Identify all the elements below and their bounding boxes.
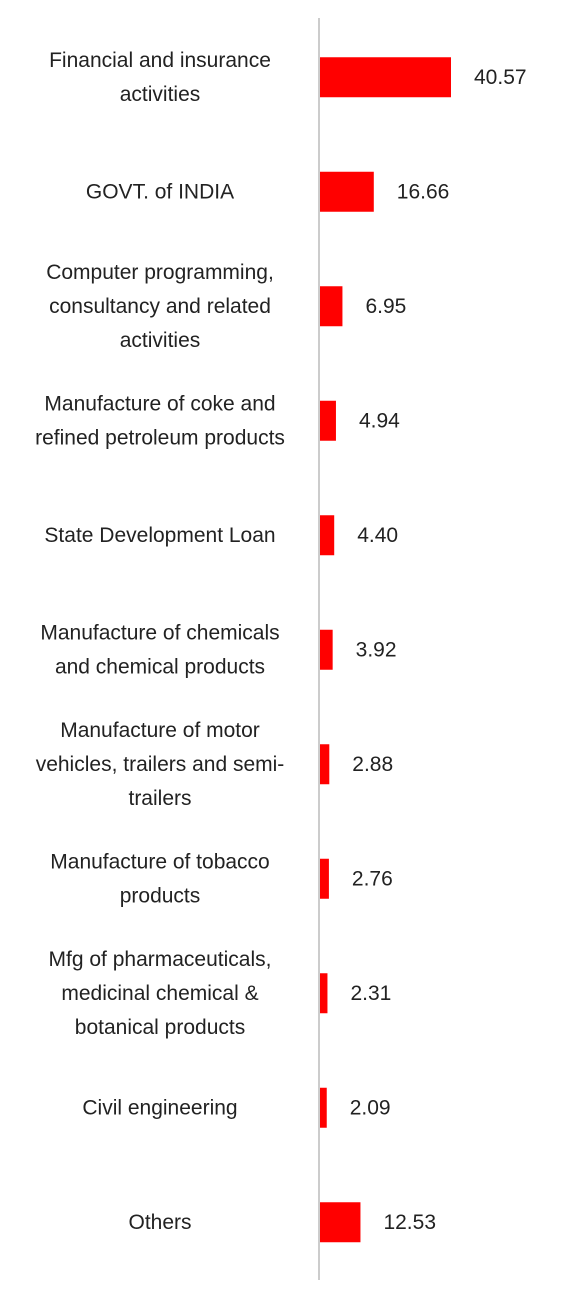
- category-label-line: State Development Loan: [44, 524, 275, 547]
- data-label: 4.94: [359, 409, 400, 432]
- category-label-line: and chemical products: [55, 655, 265, 678]
- category-label: GOVT. of INDIA: [86, 180, 234, 203]
- category-label: Computer programming, consultancy and rel…: [46, 261, 274, 352]
- bar: [320, 400, 336, 441]
- category-label-line: activities: [120, 83, 201, 106]
- category-label: Others: [128, 1211, 191, 1234]
- bar: [320, 973, 328, 1014]
- category-label: Mfg of pharmaceuticals, medicinal chemica…: [49, 948, 272, 1039]
- category-label-line: Others: [128, 1211, 191, 1234]
- category-label-line: Manufacture of chemicals: [40, 621, 279, 644]
- bar: [320, 1087, 327, 1128]
- data-label: 3.92: [356, 638, 397, 661]
- category-label-line: medicinal chemical &: [61, 982, 258, 1005]
- category-label-line: Manufacture of coke and: [44, 392, 275, 415]
- category-label: Manufacture of motor vehicles, trailers a…: [36, 719, 285, 810]
- category-label-line: consultancy and related: [49, 295, 271, 318]
- bar: [320, 858, 329, 899]
- category-label: Manufacture of coke and refined petroleum…: [35, 392, 285, 449]
- bar: [320, 515, 335, 556]
- category-label-line: products: [120, 884, 201, 907]
- category-label-line: Manufacture of tobacco: [50, 850, 269, 873]
- data-label: 2.76: [352, 867, 393, 890]
- category-label-line: Mfg of pharmaceuticals,: [49, 948, 272, 971]
- category-label-line: Computer programming,: [46, 261, 274, 284]
- bar: [320, 57, 451, 98]
- category-label-line: Manufacture of motor: [60, 719, 260, 742]
- bar: [320, 1202, 361, 1243]
- category-label: Civil engineering: [82, 1096, 237, 1119]
- bar: [320, 629, 333, 670]
- category-label-line: Civil engineering: [82, 1096, 237, 1119]
- data-label: 40.57: [474, 66, 527, 89]
- data-label: 6.95: [365, 295, 406, 318]
- bar: [320, 286, 343, 327]
- data-label: 2.31: [350, 982, 391, 1005]
- category-label: Manufacture of chemicals and chemical pro…: [40, 621, 279, 678]
- data-label: 2.88: [352, 753, 393, 776]
- data-label: 16.66: [397, 180, 450, 203]
- bar: [320, 171, 374, 212]
- data-label: 2.09: [350, 1096, 391, 1119]
- data-label: 12.53: [383, 1211, 436, 1234]
- category-label-line: trailers: [128, 787, 191, 810]
- category-label: State Development Loan: [44, 524, 275, 547]
- category-label: Financial and insurance activities: [49, 49, 271, 106]
- bar: [320, 744, 330, 785]
- category-label-line: vehicles, trailers and semi-: [36, 753, 285, 776]
- category-label: Manufacture of tobacco products: [50, 850, 269, 907]
- category-label-line: GOVT. of INDIA: [86, 180, 234, 203]
- category-label-line: refined petroleum products: [35, 426, 285, 449]
- data-label: 4.40: [357, 524, 398, 547]
- category-label-line: Financial and insurance: [49, 49, 271, 72]
- category-label-line: activities: [120, 329, 201, 352]
- category-label-line: botanical products: [75, 1016, 245, 1039]
